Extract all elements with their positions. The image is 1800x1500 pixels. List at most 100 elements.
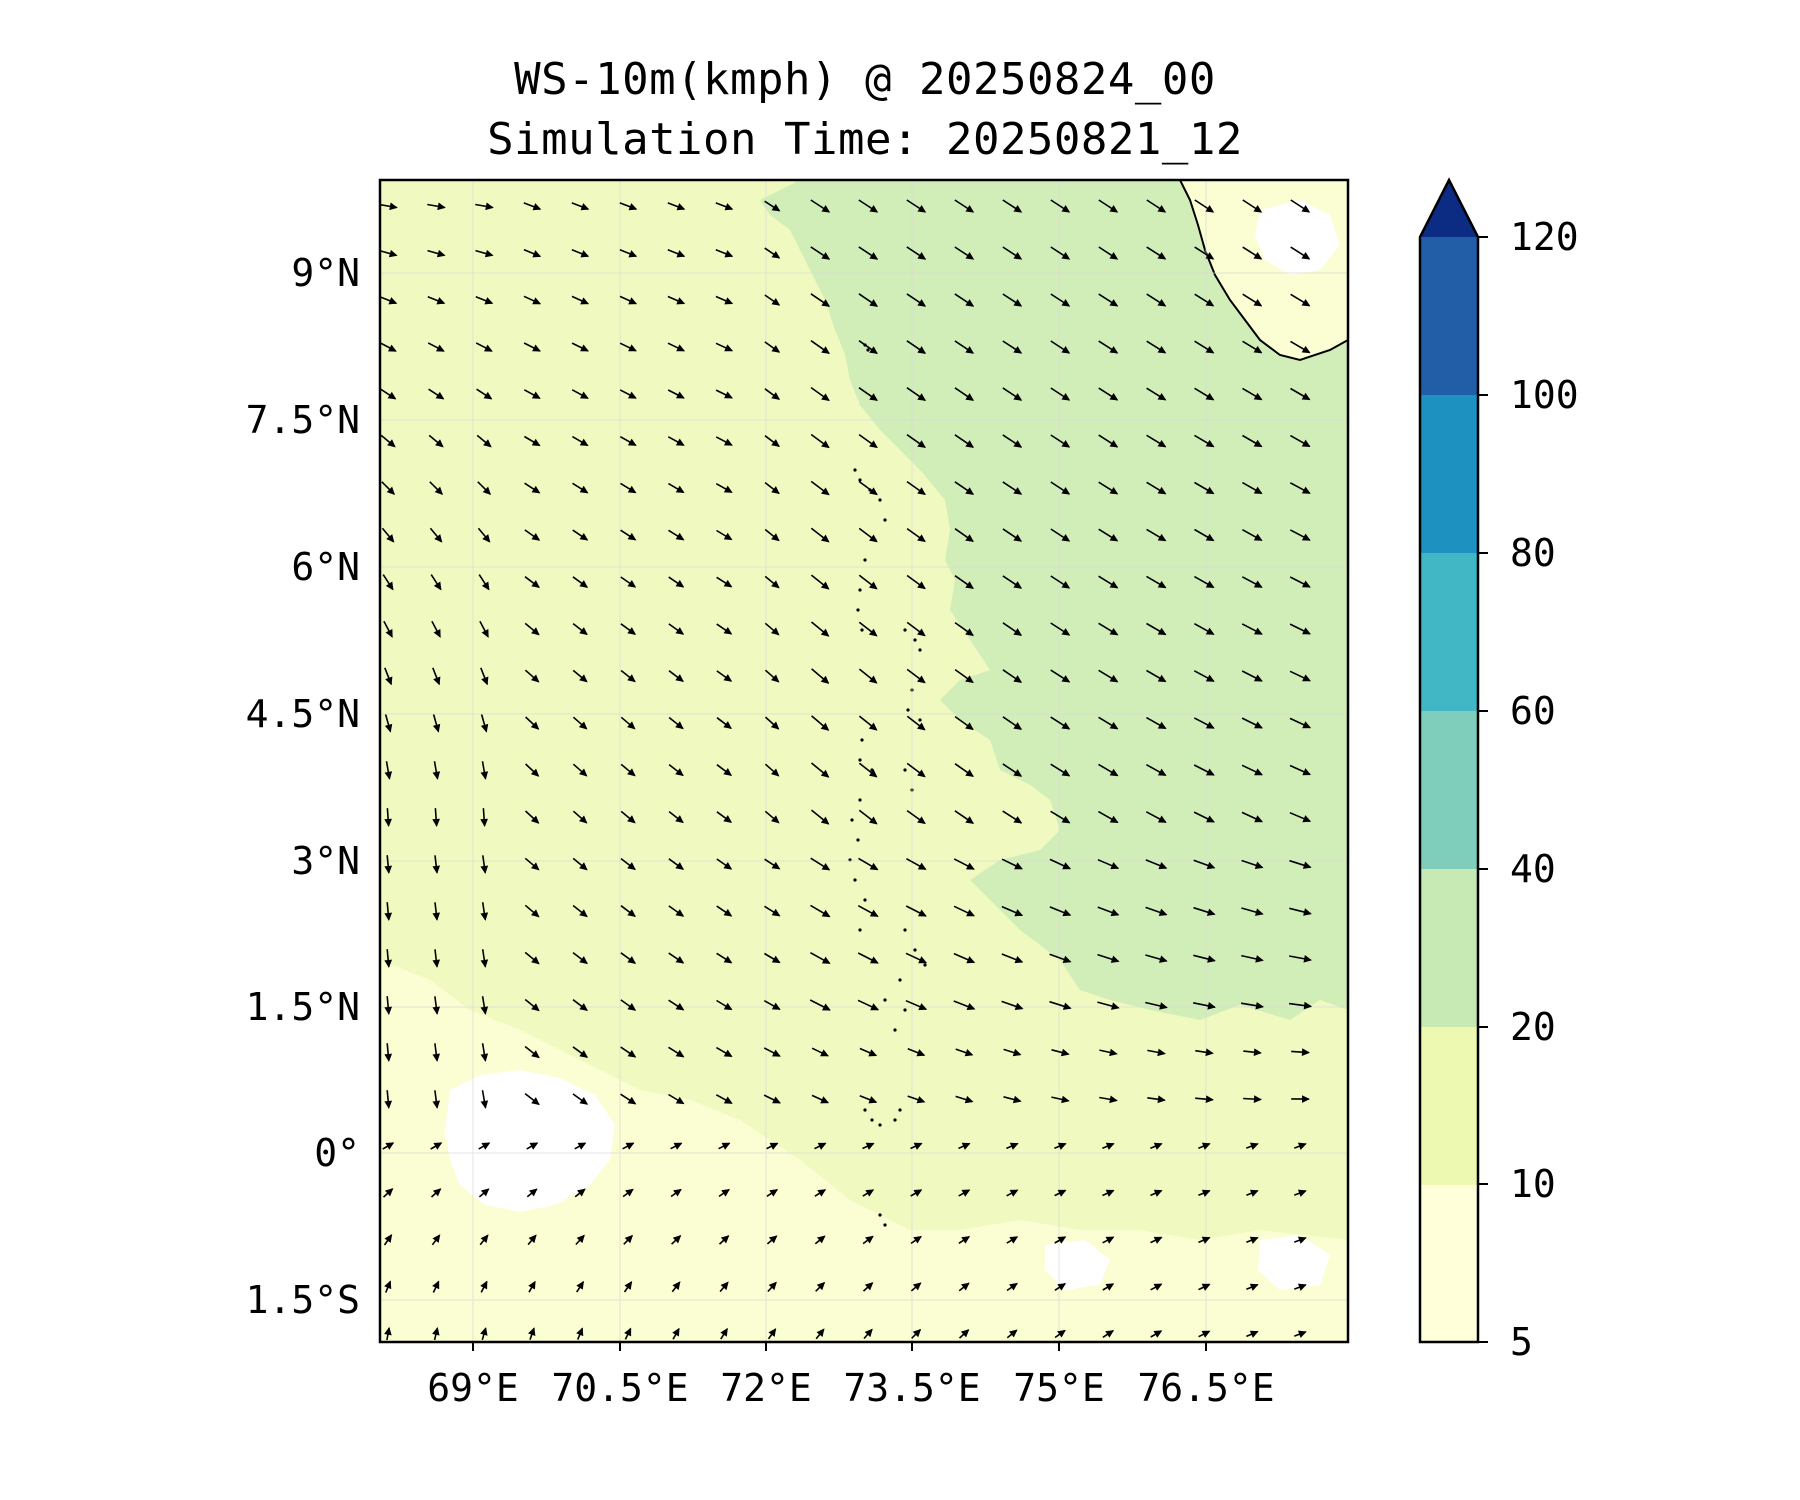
colorbar-segment-60-80	[1420, 553, 1478, 711]
wind-arrow-head	[432, 959, 441, 968]
wind-arrow-head	[917, 440, 926, 448]
wind-arrow-head	[820, 628, 830, 637]
wind-arrow-head	[578, 815, 588, 824]
atoll-dot	[858, 758, 862, 762]
wind-arrow-head	[576, 1327, 584, 1337]
wind-arrow-head	[1302, 1095, 1310, 1103]
wind-arrow-head	[528, 1234, 537, 1244]
wind-arrow-head	[869, 862, 879, 871]
wind-arrow-head	[384, 1280, 392, 1290]
wind-arrow-head	[1061, 628, 1071, 636]
wind-arrow-head	[384, 1100, 393, 1109]
wind-arrow-head	[1013, 722, 1023, 730]
field-20-40-region	[760, 180, 1348, 1020]
wind-arrow-head	[675, 579, 685, 588]
wind-arrow-head	[675, 674, 684, 683]
wind-arrow-head	[432, 1326, 440, 1336]
colorbar-label-40: 40	[1510, 847, 1556, 891]
wind-arrow-head	[864, 1282, 874, 1291]
wind-arrow-head	[1110, 955, 1120, 963]
wind-arrow-head	[480, 1280, 488, 1290]
wind-arrow-head	[532, 297, 542, 305]
wind-arrow-head	[628, 203, 638, 211]
wind-arrow-head	[723, 626, 733, 635]
wind-arrow-head	[1301, 486, 1311, 494]
wind-arrow-head	[1201, 1283, 1211, 1291]
wind-arrow-head	[1013, 628, 1023, 636]
wind-arrow-head	[434, 486, 444, 496]
wind-arrow-head	[868, 722, 878, 731]
wind-arrow-head	[913, 1235, 922, 1244]
colorbar-segment-20-40	[1420, 869, 1478, 1027]
atoll-dot	[858, 928, 862, 932]
wind-arrow-head	[868, 1096, 878, 1104]
atoll-dot	[913, 638, 917, 642]
wind-arrow-head	[917, 816, 926, 825]
wind-arrow-head	[1303, 908, 1312, 916]
atoll-dot	[878, 1213, 882, 1217]
wind-arrow-head	[723, 438, 733, 446]
wind-arrow-head	[820, 1049, 829, 1057]
wind-arrow-head	[578, 768, 588, 777]
wind-arrow-head	[432, 1280, 440, 1290]
wind-arrow-head	[965, 862, 975, 870]
wind-arrow-head	[1158, 908, 1168, 916]
wind-arrow-head	[1297, 1236, 1307, 1244]
wind-arrow-head	[532, 203, 542, 211]
wind-arrow-head	[917, 581, 926, 590]
wind-arrow-head	[673, 1142, 683, 1150]
wind-arrow-head	[432, 1100, 441, 1109]
atoll-dot	[918, 718, 922, 722]
wind-arrow-head	[1253, 1048, 1262, 1057]
wind-arrow-head	[917, 909, 927, 917]
wind-arrow-head	[1157, 439, 1167, 448]
wind-arrow-head	[817, 1235, 826, 1244]
atoll-dot	[878, 1123, 882, 1127]
atoll-dot	[856, 838, 860, 842]
wind-arrow-head	[528, 1280, 536, 1290]
wind-arrow-head	[1109, 299, 1119, 307]
wind-arrow-head	[528, 1327, 536, 1337]
wind-arrow-head	[1159, 1002, 1168, 1010]
wind-arrow-head	[913, 1142, 923, 1150]
wind-arrow-head	[771, 392, 781, 400]
wind-arrow-head	[724, 391, 733, 399]
atoll-dot	[863, 558, 867, 562]
wind-arrow-head	[723, 485, 733, 493]
wind-arrow-head	[672, 1281, 681, 1290]
wind-arrow-head	[384, 818, 392, 827]
wind-arrow-head	[1297, 1330, 1307, 1338]
wind-arrow-head	[485, 202, 494, 211]
wind-arrow-head	[624, 1281, 633, 1290]
wind-arrow-head	[917, 487, 926, 496]
wind-arrow-head	[771, 533, 780, 542]
wind-arrow-head	[965, 675, 974, 684]
wind-arrow-head	[627, 627, 637, 635]
wind-arrow-head	[384, 723, 393, 733]
wind-arrow-head	[531, 438, 541, 447]
wind-arrow-head	[964, 1048, 974, 1057]
wind-arrow-head	[1109, 674, 1119, 683]
wind-arrow-head	[1157, 1048, 1166, 1057]
wind-arrow-head	[625, 1142, 635, 1150]
wind-arrow-head	[579, 485, 589, 494]
wind-arrow-head	[771, 250, 781, 259]
wind-arrow-head	[1254, 815, 1264, 823]
wind-arrow-head	[1109, 1048, 1118, 1057]
wind-arrow-head	[869, 581, 878, 590]
wind-arrow-head	[869, 534, 878, 543]
wind-arrow-head	[1157, 486, 1167, 495]
atoll-dot	[860, 628, 864, 632]
wind-arrow-head	[1009, 1189, 1019, 1197]
wind-arrow-head	[387, 344, 397, 352]
wind-arrow-head	[1062, 862, 1072, 870]
wind-arrow-head	[435, 439, 444, 448]
wind-arrow-head	[961, 1142, 971, 1150]
atoll-dot	[898, 1108, 902, 1112]
wind-arrow-head	[1057, 1142, 1067, 1150]
wind-arrow-head	[576, 1280, 584, 1290]
atoll-dot	[856, 608, 860, 612]
colorbar-ticks	[1478, 236, 1488, 1343]
wind-arrow-head	[771, 861, 781, 870]
